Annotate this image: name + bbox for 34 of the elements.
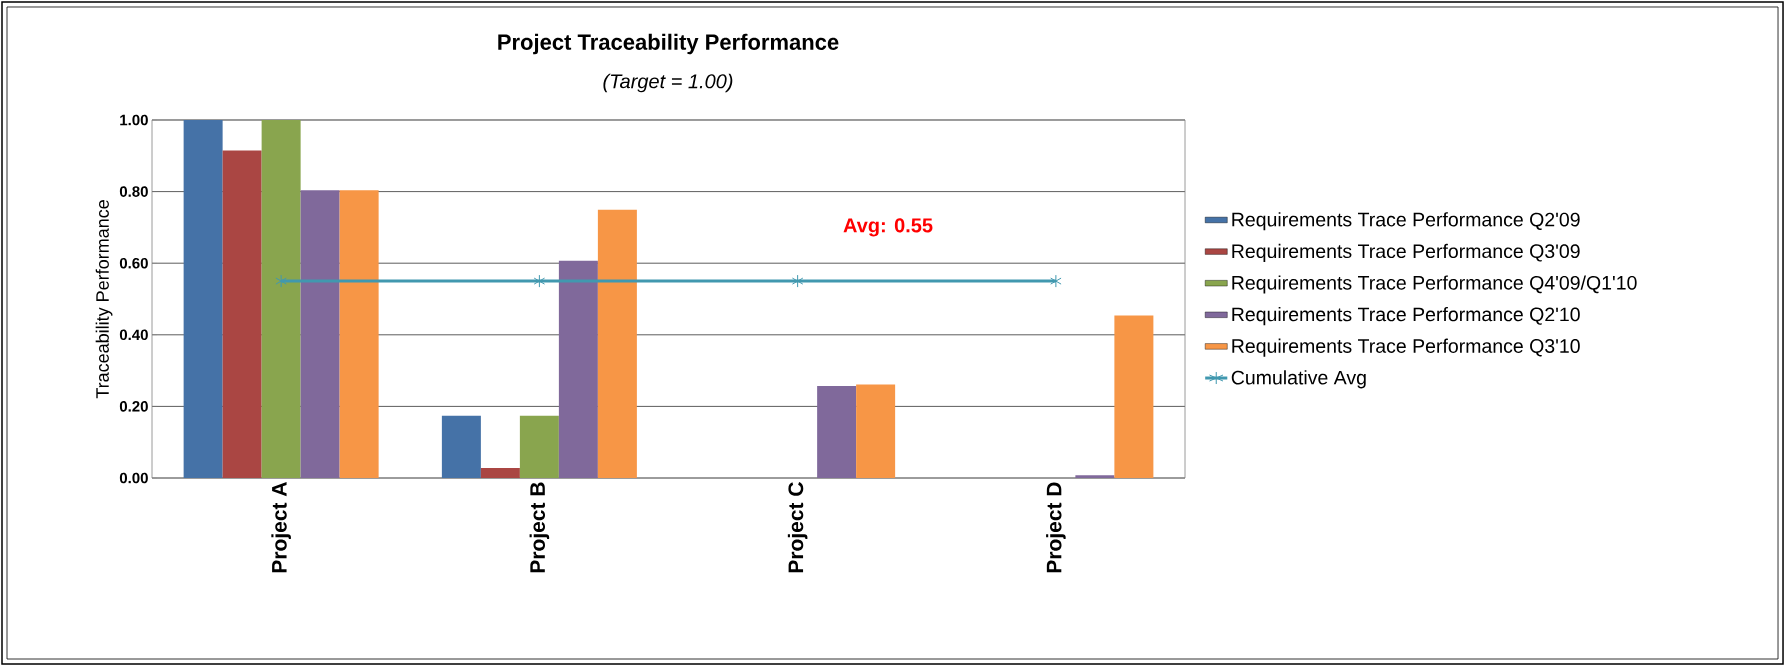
y-tick-label: 0.40 — [119, 329, 148, 341]
y-tick-label: 0.00 — [119, 472, 148, 484]
legend-label: Requirements Trace Performance Q2'10 — [1232, 306, 1580, 326]
bar — [339, 190, 379, 478]
legend-label: Cumulative Avg — [1231, 370, 1366, 389]
x-tick-label: Project D — [1046, 482, 1066, 573]
chart-subtitle: (Target = 1.00) — [603, 73, 733, 93]
bar — [183, 120, 223, 478]
legend-label: Requirements Trace Performance Q3'09 — [1232, 243, 1580, 262]
y-tick-label: 0.60 — [119, 257, 148, 269]
y-axis-title: Traceability Performance — [95, 200, 113, 399]
legend-label: Requirements Trace Performance Q3'10 — [1232, 338, 1580, 357]
chart-title: Project Traceability Performance — [498, 33, 839, 55]
y-tick-label: 0.20 — [119, 401, 148, 412]
bar — [300, 190, 340, 478]
x-tick-label: Project C — [787, 482, 808, 573]
x-tick-label: Project A — [271, 482, 291, 573]
bar — [558, 260, 598, 478]
bar — [1075, 475, 1115, 478]
bar — [817, 385, 857, 478]
bar — [519, 415, 559, 478]
x-tick-label: Project B — [529, 482, 550, 573]
bar — [480, 467, 520, 478]
annotation: Avg: 0.55 — [843, 218, 933, 237]
legend-label: Requirements Trace Performance Q2'09 — [1232, 212, 1580, 231]
bar — [597, 209, 637, 478]
y-tick-label: 1.00 — [120, 114, 148, 126]
bar — [856, 384, 896, 478]
bar — [441, 415, 481, 478]
legend-label: Requirements Trace Performance Q4'09/Q1'10 — [1232, 275, 1637, 294]
bar — [1114, 315, 1154, 478]
bar — [261, 120, 301, 478]
y-tick-label: 0.80 — [119, 186, 148, 197]
bar — [222, 150, 262, 478]
